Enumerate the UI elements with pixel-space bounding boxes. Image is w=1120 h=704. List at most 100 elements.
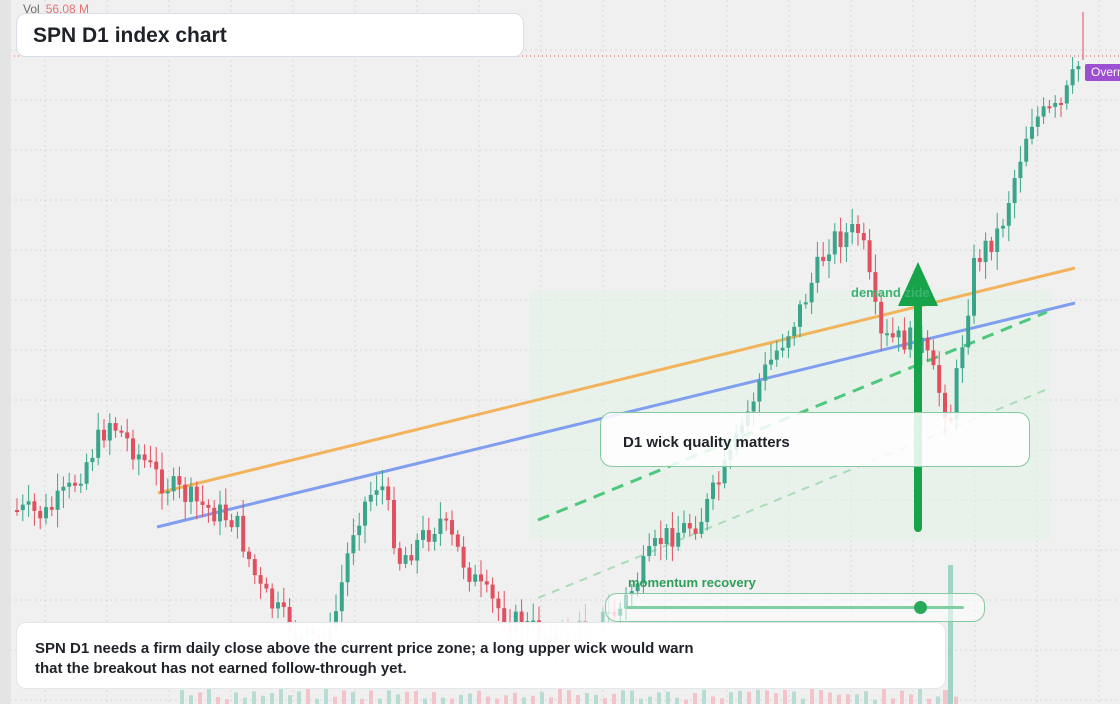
candle-body (943, 392, 947, 419)
volume-bar (369, 690, 373, 704)
green-trend-line (537, 310, 1048, 522)
candle-body (647, 545, 652, 557)
volume-bar (297, 691, 301, 704)
candle-body (392, 499, 396, 549)
candle-body (194, 486, 199, 502)
candle-body (102, 429, 106, 441)
candle-body (386, 486, 391, 500)
slider-track (626, 606, 964, 609)
candle-body (44, 507, 48, 519)
candle-body (908, 327, 913, 350)
volume-bar (522, 697, 526, 704)
candle-body (270, 588, 275, 609)
candle-body (444, 518, 449, 521)
candle-body (1041, 106, 1046, 117)
momentum-label: momentum recovery (628, 575, 756, 590)
price-badge[interactable]: Overn (1085, 64, 1120, 81)
candle-body (258, 575, 263, 584)
candle-body (1059, 102, 1063, 105)
momentum-slider[interactable] (605, 593, 985, 622)
candle-body (212, 507, 217, 522)
candle-body (902, 330, 907, 350)
volume-bar (270, 693, 274, 704)
volume-bar (531, 695, 535, 704)
candle-body (972, 257, 976, 316)
volume-bar (612, 693, 616, 704)
candle-body (658, 538, 663, 545)
volume-bar (252, 691, 256, 704)
candle-body (670, 528, 675, 547)
volume-bar (414, 691, 418, 704)
volume-bar (306, 688, 310, 704)
candle-body (61, 486, 66, 491)
candle-body (960, 347, 965, 369)
candle-body (885, 333, 889, 336)
volume-bar (279, 689, 283, 704)
volume-bar (549, 697, 553, 704)
candle-body (148, 460, 153, 463)
candle-body (815, 256, 820, 283)
volume-bar (360, 698, 364, 704)
candle-body (873, 272, 878, 302)
volume-bar (387, 690, 391, 704)
volume-bar (225, 699, 229, 704)
candle-body (55, 490, 60, 510)
candle-body (751, 401, 756, 412)
volume-bar (936, 696, 940, 704)
candle-body (763, 364, 768, 381)
left-axis-strip (0, 0, 11, 704)
up-arrow-icon (898, 262, 938, 306)
candle-body (351, 535, 356, 554)
candle-body (345, 553, 350, 583)
candle-body (774, 350, 779, 360)
candle-body (1076, 66, 1081, 70)
volume-bar (351, 692, 355, 704)
candle-body (357, 525, 362, 536)
volume-bar (540, 692, 544, 704)
candle-body (1064, 85, 1069, 104)
candle-body (716, 482, 721, 485)
candle-body (711, 482, 715, 499)
candle-body (786, 336, 791, 348)
volume-value: 56.08 M (45, 2, 90, 16)
candle-body (339, 582, 344, 612)
volume-bar (927, 698, 931, 704)
candle-body (32, 501, 37, 511)
candle-body (223, 504, 228, 521)
slider-knob[interactable] (914, 601, 928, 614)
candle-body (131, 438, 135, 460)
candle-body (496, 598, 501, 609)
candle-body (937, 365, 942, 393)
candle-body (989, 240, 994, 253)
candle-body (154, 461, 159, 470)
volume-bar (693, 693, 697, 704)
candle-body (966, 315, 971, 348)
candle-body (809, 282, 814, 303)
candle-body (925, 337, 930, 351)
volume-bar (846, 694, 850, 704)
chart-title: SPN D1 index chart (33, 24, 227, 47)
demand-zone-label: demand zide (851, 285, 930, 300)
candle-body (490, 584, 495, 599)
candle-body (600, 611, 605, 632)
volume-readout: Vol 56.08 M (23, 2, 89, 16)
candle-body (484, 581, 489, 585)
candle-body (90, 457, 95, 463)
candle-body (241, 515, 246, 552)
candle-body (792, 326, 797, 337)
candle-body (798, 304, 802, 327)
candle-body (450, 520, 454, 535)
candle-body (699, 521, 704, 534)
candle-body (189, 486, 193, 502)
candle-body (368, 494, 373, 502)
candle-body (705, 498, 710, 522)
candle-body (1018, 161, 1023, 179)
candle-body (363, 501, 367, 526)
volume-bar (720, 698, 724, 704)
volume-bar (891, 698, 895, 704)
candle-body (276, 602, 280, 609)
candle-body (165, 491, 170, 494)
volume-bar (567, 690, 571, 704)
volume-bar (558, 688, 562, 704)
volume-bar (675, 697, 679, 704)
